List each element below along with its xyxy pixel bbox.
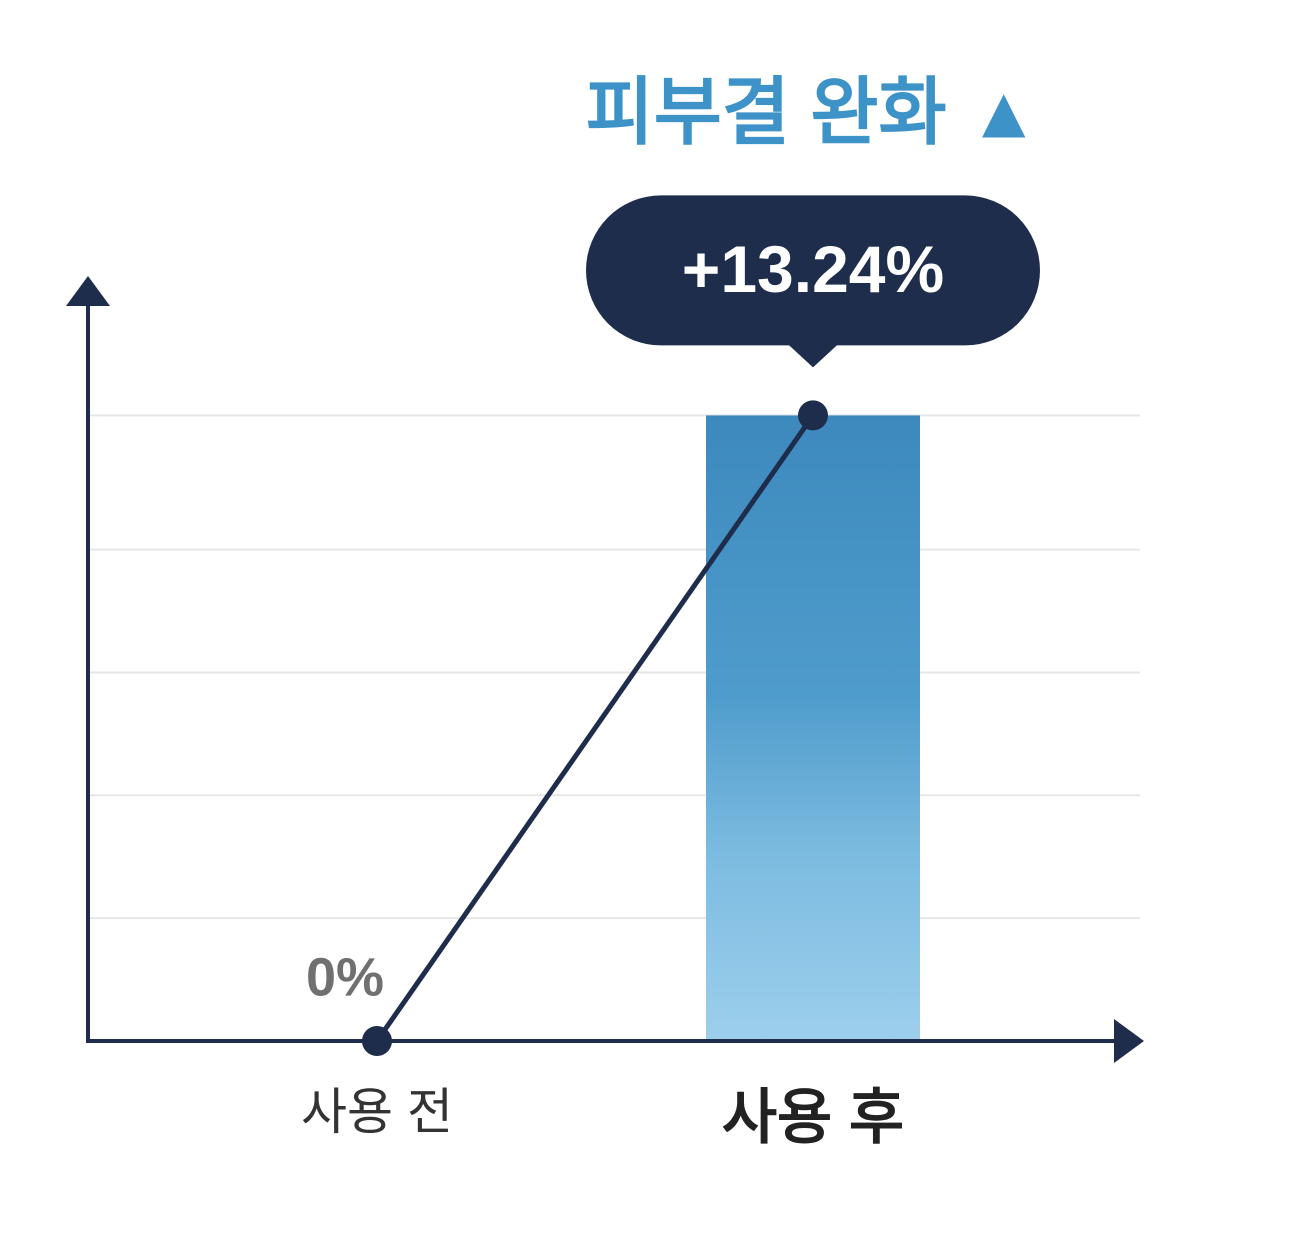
x-tick-label: 사용 후: [722, 1084, 904, 1151]
bar: [706, 415, 920, 1041]
chart-title: 피부결 완화 ▲: [586, 71, 1041, 154]
tooltip-pointer: [787, 343, 839, 368]
line: [374, 413, 816, 1043]
x-axis-arrow: [1114, 1019, 1144, 1063]
y-axis-arrow: [66, 276, 110, 306]
x-tick-label: 사용 전: [301, 1084, 453, 1140]
line-point: [362, 1026, 392, 1056]
value-label: 0%: [306, 947, 384, 1007]
line-point: [798, 400, 828, 431]
tooltip-bubble: [586, 195, 1040, 346]
value-label: +13.24%: [682, 232, 944, 306]
